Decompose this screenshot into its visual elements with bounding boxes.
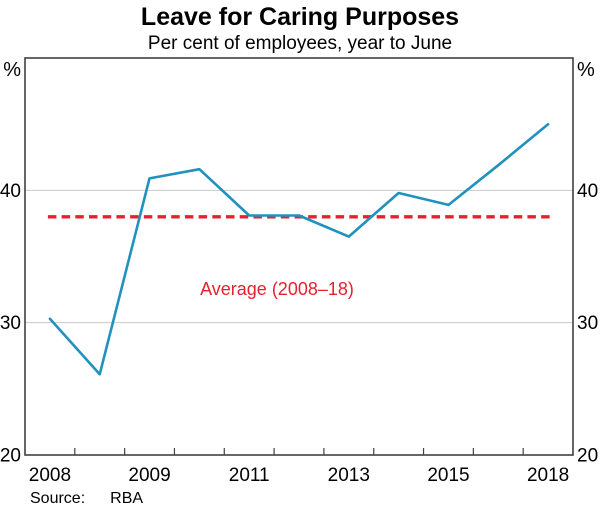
y-tick-label-right: 40 xyxy=(577,181,598,202)
average-label: Average (2008–18) xyxy=(200,279,354,299)
x-tick-label: 2015 xyxy=(427,465,469,486)
y-tick-label-left: 40 xyxy=(0,181,21,202)
y-tick-label-right: 20 xyxy=(577,446,598,467)
page-subtitle: Per cent of employees, year to June xyxy=(147,33,453,54)
y-axis-unit-left: % xyxy=(3,59,21,81)
plot-frame xyxy=(24,57,574,456)
source-value: RBA xyxy=(110,490,144,507)
y-tick-label-left: 30 xyxy=(0,313,21,334)
x-tick-label: 2013 xyxy=(328,465,370,486)
data-line xyxy=(48,122,550,376)
page-title: Leave for Caring Purposes xyxy=(140,3,460,31)
x-tick-label: 2009 xyxy=(128,465,170,486)
y-tick-label-left: 20 xyxy=(0,446,21,467)
source-line: Source: RBA xyxy=(30,490,143,508)
source-label: Source: xyxy=(30,490,86,507)
y-tick-label-right: 30 xyxy=(577,313,598,334)
x-tick-label: 2008 xyxy=(29,465,71,486)
y-axis-unit-right: % xyxy=(577,59,595,81)
x-tick-label: 2018 xyxy=(527,465,569,486)
x-tick-label: 2011 xyxy=(229,465,270,486)
